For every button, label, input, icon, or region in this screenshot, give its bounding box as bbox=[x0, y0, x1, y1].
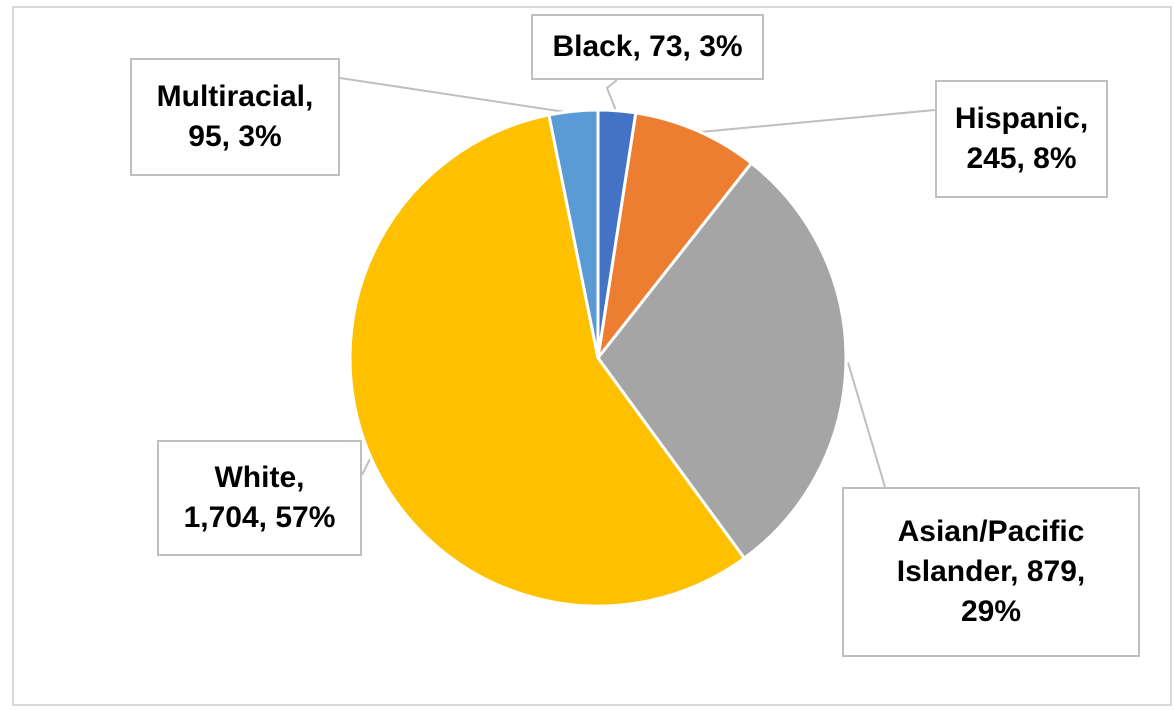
leader-line-black bbox=[605, 79, 618, 114]
pie-slice-white bbox=[348, 113, 747, 608]
data-label-asian-pacific-islander: Asian/Pacific Islander, 879, 29% bbox=[842, 487, 1140, 657]
pie-slice-hispanic bbox=[595, 111, 754, 364]
leader-lines bbox=[339, 77, 936, 488]
data-label-white: White, 1,704, 57% bbox=[157, 440, 362, 556]
leader-line-hispanic bbox=[695, 109, 936, 134]
pie-slices bbox=[348, 108, 848, 608]
leader-line-asian-pacific-islander bbox=[847, 362, 886, 488]
data-label-multiracial: Multiracial, 95, 3% bbox=[130, 58, 340, 176]
leader-line-multiracial bbox=[339, 77, 574, 115]
leader-line-white bbox=[361, 456, 372, 476]
pie-slice-multiracial bbox=[547, 108, 600, 359]
data-label-black: Black, 73, 3% bbox=[531, 14, 764, 80]
pie-slice-asian-pacific-islander bbox=[596, 161, 848, 561]
data-label-hispanic: Hispanic, 245, 8% bbox=[935, 80, 1108, 198]
